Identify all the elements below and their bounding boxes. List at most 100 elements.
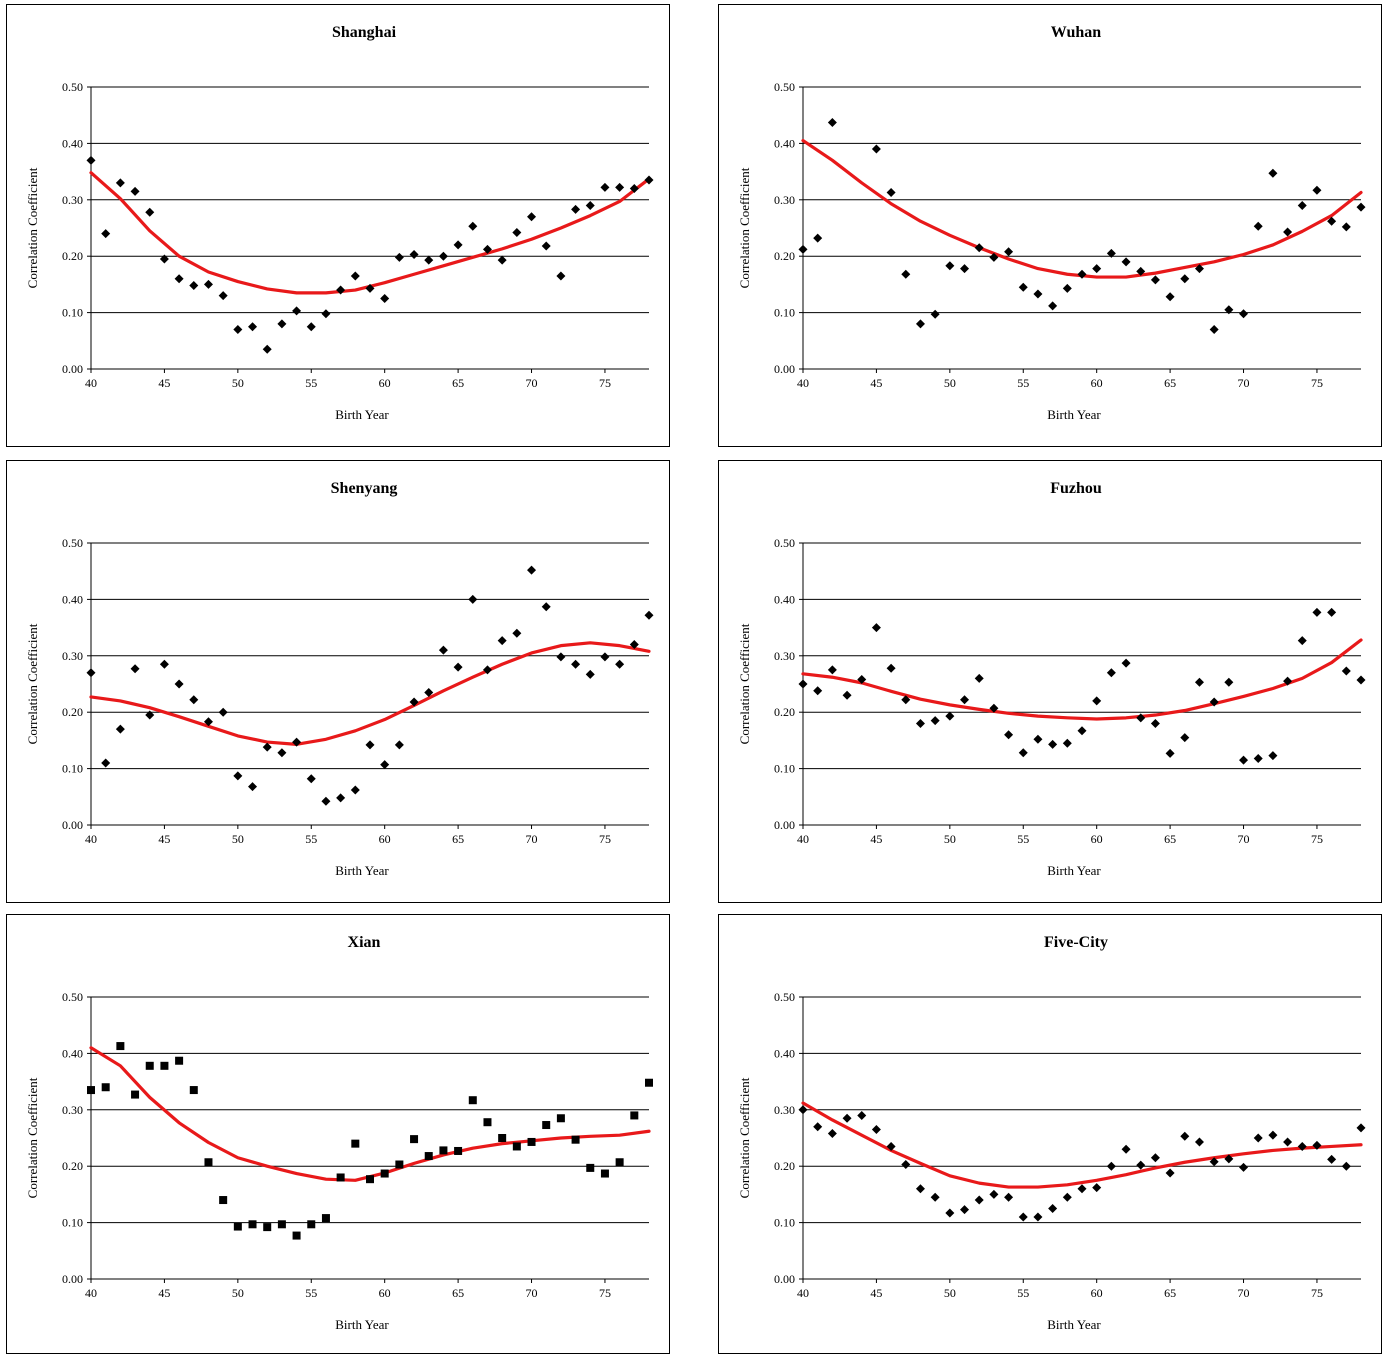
data-point [915, 718, 925, 728]
x-tick-label: 75 [1311, 832, 1323, 846]
y-tick-label: 0.20 [774, 705, 795, 719]
data-point [130, 664, 140, 674]
data-point [292, 1231, 301, 1240]
data-point [571, 1135, 580, 1144]
x-axis-label: Birth Year [335, 863, 389, 878]
data-point [483, 1118, 492, 1127]
chart-title: Shenyang [331, 480, 398, 497]
data-point [512, 628, 522, 638]
data-point [409, 250, 419, 260]
data-point [1150, 275, 1160, 285]
y-tick-label: 0.00 [774, 1272, 795, 1286]
y-tick-label: 0.30 [774, 649, 795, 663]
data-point [380, 760, 390, 770]
y-tick-label: 0.40 [62, 136, 83, 150]
data-point [915, 319, 925, 329]
x-tick-label: 60 [1091, 1286, 1103, 1300]
data-point [586, 1163, 595, 1172]
chart-svg: Five-City 0.00 0.10 0.20 0.30 0.40 0.50 40 45 50 5… [737, 934, 1366, 1332]
data-point [218, 291, 228, 301]
data-point [1077, 726, 1087, 736]
x-tick-label: 45 [870, 376, 882, 390]
data-point [1356, 675, 1366, 685]
x-tick-label: 55 [305, 832, 317, 846]
y-axis-label: Correlation Coefficient [25, 1077, 40, 1198]
x-tick-label: 70 [526, 376, 538, 390]
data-point [321, 1214, 330, 1223]
data-point [1150, 718, 1160, 728]
data-point [292, 306, 302, 316]
data-point [233, 771, 243, 781]
data-point [1239, 755, 1249, 765]
data-point [886, 663, 896, 673]
data-point [1062, 1192, 1072, 1202]
data-point [629, 184, 639, 194]
data-point [556, 271, 566, 281]
data-point [1092, 1183, 1102, 1193]
data-point [556, 1114, 565, 1123]
data-point [630, 1111, 639, 1120]
data-point [615, 182, 625, 192]
data-point [277, 1220, 286, 1229]
data-point [945, 711, 955, 721]
data-point [1004, 247, 1014, 257]
data-point [1283, 1137, 1293, 1147]
data-point [827, 118, 837, 128]
data-point [1209, 697, 1219, 707]
x-tick-label: 70 [1238, 832, 1250, 846]
data-point [1209, 325, 1219, 335]
x-tick-label: 65 [1164, 832, 1176, 846]
data-point [1283, 227, 1293, 237]
y-tick-label: 0.50 [774, 80, 795, 94]
y-tick-label: 0.30 [62, 193, 83, 207]
data-point [629, 640, 639, 650]
x-tick-label: 45 [158, 1286, 170, 1300]
data-point [1018, 282, 1028, 292]
data-point [1224, 305, 1234, 315]
data-point [527, 565, 537, 575]
data-point [159, 659, 169, 669]
data-point [1180, 1131, 1190, 1141]
x-tick-label: 50 [944, 376, 956, 390]
y-tick-label: 0.30 [774, 193, 795, 207]
data-point [1268, 751, 1278, 761]
x-tick-label: 70 [526, 832, 538, 846]
data-point [365, 283, 375, 293]
y-tick-label: 0.50 [774, 990, 795, 1004]
chart-title: Wuhan [1051, 24, 1102, 41]
data-point [857, 674, 867, 684]
data-point [350, 271, 360, 281]
data-point [1004, 1192, 1014, 1202]
data-point [1327, 1154, 1337, 1164]
chart-title: Fuzhou [1050, 480, 1102, 497]
data-point [1224, 1154, 1234, 1164]
data-point [871, 623, 881, 633]
y-tick-label: 0.00 [774, 818, 795, 832]
data-point [87, 1086, 95, 1095]
x-tick-label: 45 [870, 832, 882, 846]
data-point [645, 1078, 653, 1087]
data-point [101, 229, 111, 239]
data-point [365, 740, 375, 750]
y-tick-label: 0.30 [774, 1103, 795, 1117]
y-tick-label: 0.00 [774, 362, 795, 376]
chart-svg: Shanghai 0.00 0.10 0.20 0.30 0.40 0.50 40 45 50 55… [25, 24, 654, 422]
data-point [1136, 713, 1146, 723]
data-point [263, 1223, 272, 1232]
data-point [1268, 1130, 1278, 1140]
chart-svg: Wuhan 0.00 0.10 0.20 0.30 0.40 0.50 40 45 50 55 60 6… [737, 24, 1366, 422]
chart-svg: Shenyang 0.00 0.10 0.20 0.30 0.40 0.50 40 45 50 55… [25, 480, 654, 878]
data-point [945, 1208, 955, 1218]
x-tick-label: 45 [158, 832, 170, 846]
x-tick-label: 60 [1091, 832, 1103, 846]
data-point [1253, 221, 1263, 231]
data-point [901, 695, 911, 705]
data-point [350, 785, 360, 795]
data-point [1283, 676, 1293, 686]
x-tick-label: 40 [85, 1286, 97, 1300]
data-point [145, 710, 155, 720]
data-point [130, 186, 140, 196]
x-tick-label: 45 [158, 376, 170, 390]
data-point [886, 1141, 896, 1151]
data-point [468, 221, 478, 231]
